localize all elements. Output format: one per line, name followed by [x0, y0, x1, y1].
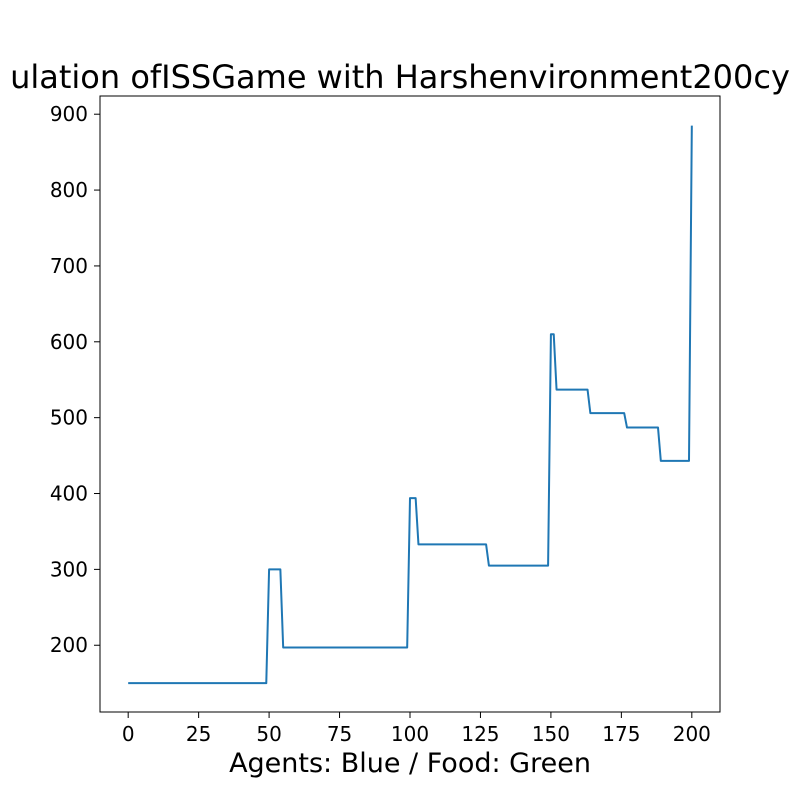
x-axis-ticks: 0 25 50 75 100 125 150 175 200 [122, 712, 711, 746]
x-tick-label: 75 [327, 722, 352, 746]
series-line [128, 125, 693, 685]
y-axis-ticks: 200 300 400 500 600 700 800 900 [50, 102, 100, 657]
x-tick-label: 200 [673, 722, 711, 746]
x-tick-label: 125 [461, 722, 499, 746]
x-tick-label: 50 [256, 722, 281, 746]
x-tick-label: 100 [391, 722, 429, 746]
y-tick-label: 400 [50, 482, 88, 506]
series-layer [128, 125, 693, 685]
chart-title: ulation ofISSGame with Harshenvironment2… [10, 58, 790, 96]
y-tick-label: 500 [50, 406, 88, 430]
y-tick-label: 600 [50, 330, 88, 354]
y-tick-label: 200 [50, 633, 88, 657]
y-tick-label: 900 [50, 102, 88, 126]
x-tick-label: 175 [602, 722, 640, 746]
x-axis-label: Agents: Blue / Food: Green [229, 748, 591, 779]
x-tick-label: 0 [122, 722, 135, 746]
y-tick-label: 800 [50, 178, 88, 202]
y-tick-label: 300 [50, 557, 88, 581]
y-tick-label: 700 [50, 254, 88, 278]
x-tick-label: 150 [532, 722, 570, 746]
plot-frame [99, 95, 721, 713]
x-tick-label: 25 [186, 722, 211, 746]
